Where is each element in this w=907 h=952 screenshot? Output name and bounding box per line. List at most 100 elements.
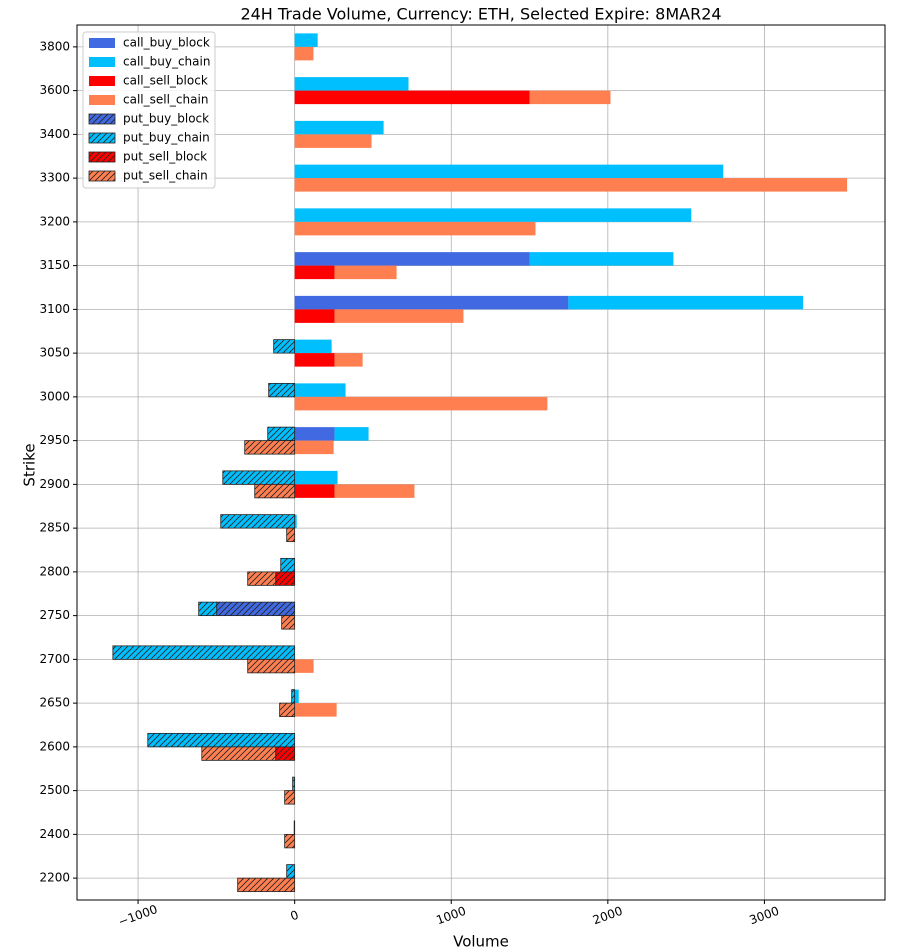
bar (294, 134, 372, 148)
legend: call_buy_block call_buy_chain call_sell_bl… (82, 31, 216, 189)
legend-label: call_sell_block (123, 74, 208, 88)
bar (292, 776, 296, 792)
bar (294, 208, 692, 222)
bar (294, 265, 335, 280)
bar (294, 90, 530, 105)
bar (294, 396, 548, 411)
legend-label: put_buy_block (123, 112, 209, 126)
y-tick-label: 3800 (39, 39, 70, 53)
y-tick-label: 3000 (39, 389, 70, 403)
legend-swatch (88, 132, 116, 144)
bar (294, 383, 346, 397)
bar (237, 877, 296, 893)
y-tick-label: 3100 (39, 302, 70, 316)
bar (201, 746, 277, 761)
bar (294, 120, 384, 135)
bar (216, 601, 296, 617)
x-axis-label: Volume (453, 933, 509, 951)
legend-swatch (89, 57, 115, 67)
y-axis-label: Strike (21, 443, 39, 486)
bar (294, 164, 724, 179)
plot-frame (76, 24, 886, 901)
legend-label: call_sell_chain (123, 93, 208, 107)
bar (294, 33, 318, 47)
y-tick-label: 2650 (39, 696, 70, 710)
y-tick-label: 3600 (39, 83, 70, 97)
bar (291, 689, 296, 704)
bar (275, 746, 296, 761)
y-tick-label: 2800 (39, 564, 70, 578)
bar (294, 353, 335, 367)
bar (294, 339, 332, 354)
bar (222, 470, 296, 485)
y-tick-label: 2850 (39, 521, 70, 535)
legend-label: put_sell_block (123, 150, 207, 164)
legend-box (82, 31, 216, 189)
bar (294, 178, 848, 192)
bar (334, 265, 397, 280)
y-tick-label: 2600 (39, 739, 70, 753)
legend-label: put_sell_chain (123, 169, 208, 183)
bar (334, 353, 363, 367)
bar (280, 557, 296, 573)
bar (294, 77, 409, 91)
legend-label: call_buy_chain (123, 55, 210, 69)
y-tick-label: 2900 (39, 477, 70, 491)
legend-swatch (89, 38, 115, 48)
legend-swatch (89, 76, 115, 86)
y-tick-label: 2400 (39, 827, 70, 841)
bar (294, 309, 335, 323)
y-tick-label: 2200 (39, 871, 70, 885)
y-tick-label: 3200 (39, 214, 70, 228)
bar (247, 571, 277, 586)
bar (244, 440, 296, 455)
bar (529, 90, 611, 105)
bar (294, 427, 335, 441)
bar (334, 309, 464, 323)
legend-swatch (88, 113, 116, 125)
bar (294, 659, 314, 673)
y-tick-label: 3050 (39, 346, 70, 360)
x-tick-label: 3000 (748, 904, 781, 928)
chart-title: 24H Trade Volume, Currency: ETH, Selecte… (240, 5, 721, 24)
legend-label: call_buy_block (123, 36, 210, 50)
bar (294, 484, 335, 498)
y-tick-label: 3400 (39, 127, 70, 141)
bar (529, 252, 674, 266)
bar (267, 426, 296, 442)
y-tick-label: 3300 (39, 171, 70, 185)
y-tick-label: 2500 (39, 783, 70, 797)
bar (334, 484, 415, 498)
bar (286, 864, 296, 879)
legend-label: put_buy_chain (123, 131, 210, 145)
y-tick-label: 2750 (39, 608, 70, 622)
bar (286, 527, 296, 543)
bar (281, 615, 296, 630)
x-tick-label: 1000 (434, 904, 467, 928)
legend-swatch (88, 151, 116, 163)
bar (279, 702, 296, 718)
y-tick-label: 3150 (39, 258, 70, 272)
bar (294, 252, 530, 266)
bar (568, 295, 804, 310)
bar (273, 339, 296, 354)
bar (254, 483, 296, 499)
bar (294, 440, 334, 455)
y-tick-label: 2700 (39, 652, 70, 666)
bar (275, 571, 296, 586)
x-tick-label: 0 (289, 908, 301, 924)
bar (284, 790, 296, 805)
bar (268, 382, 296, 398)
bar (247, 658, 296, 674)
bar (334, 427, 369, 441)
legend-swatch (89, 95, 115, 105)
bar (294, 221, 536, 236)
bar (112, 645, 296, 660)
bar (294, 514, 297, 529)
y-tick-label: 2950 (39, 433, 70, 447)
bar (294, 295, 569, 310)
bar (294, 689, 299, 704)
bar (198, 601, 218, 617)
legend-swatch (88, 170, 116, 182)
